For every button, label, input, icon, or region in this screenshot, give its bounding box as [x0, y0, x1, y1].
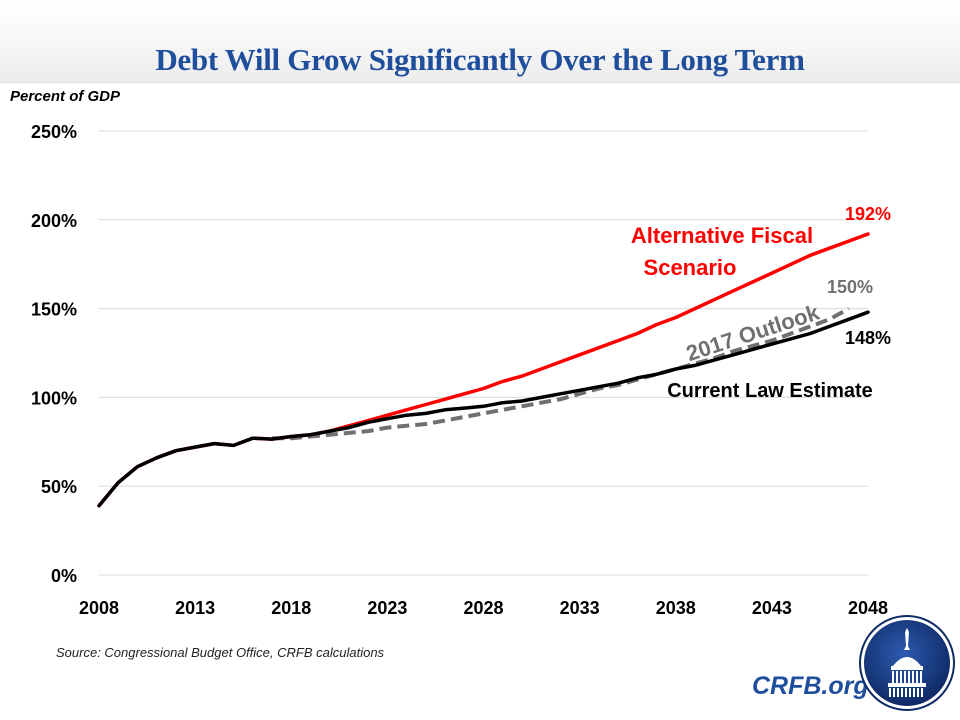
series-label-afs-line2: Scenario [644, 255, 737, 280]
end-label-afs: 192% [845, 204, 891, 224]
x-tick-label: 2043 [752, 598, 792, 618]
x-tick-label: 2028 [463, 598, 503, 618]
series-label-afs-line1: Alternative Fiscal [631, 223, 813, 248]
y-tick-label: 200% [31, 211, 77, 231]
series-line-alternative-fiscal-scenario [97, 232, 870, 508]
y-tick-label: 0% [51, 566, 77, 586]
x-tick-label: 2008 [79, 598, 119, 618]
header-band: Debt Will Grow Significantly Over the Lo… [0, 0, 960, 83]
series-label-2017-outlook: 2017 Outlook [683, 299, 823, 366]
y-tick-label: 250% [31, 122, 77, 142]
y-tick-label: 50% [41, 477, 77, 497]
y-axis-label: Percent of GDP [10, 88, 121, 105]
x-tick-label: 2013 [175, 598, 215, 618]
x-tick-label: 2018 [271, 598, 311, 618]
brand-link[interactable]: CRFB.org [752, 672, 869, 700]
end-label-current-law: 148% [845, 328, 891, 348]
x-tick-label: 2048 [848, 598, 888, 618]
y-tick-label: 100% [31, 388, 77, 408]
series-line-2017-outlook [272, 306, 850, 441]
page-title: Debt Will Grow Significantly Over the Lo… [155, 42, 805, 77]
x-tick-label: 2023 [367, 598, 407, 618]
source-note: Source: Congressional Budget Office, CRF… [56, 645, 385, 660]
capitol-dome-logo-icon [859, 615, 955, 711]
x-tick-label: 2038 [656, 598, 696, 618]
x-tick-label: 2033 [560, 598, 600, 618]
end-label-2017-outlook: 150% [827, 277, 873, 297]
y-tick-label: 150% [31, 300, 77, 320]
series-line-current-law-estimate [97, 310, 870, 508]
series-label-current-law: Current Law Estimate [667, 380, 873, 402]
